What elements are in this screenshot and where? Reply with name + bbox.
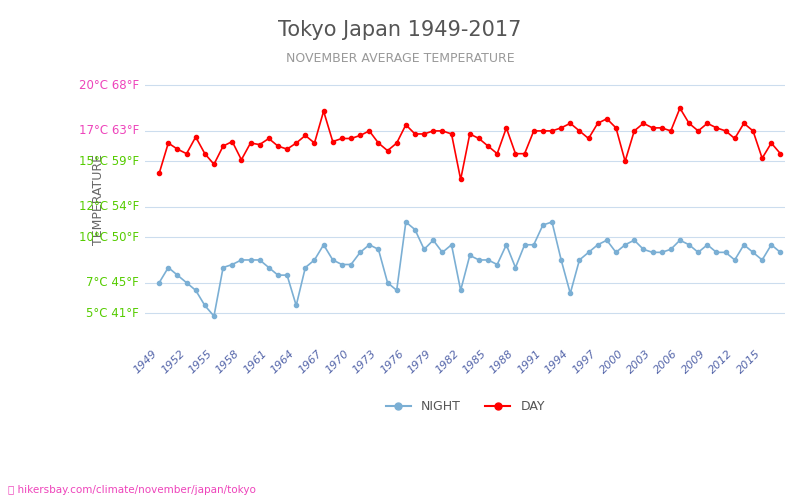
Text: ⛰ hikersbay.com/climate/november/japan/tokyo: ⛰ hikersbay.com/climate/november/japan/t…	[8, 485, 256, 495]
Text: 7°C 45°F: 7°C 45°F	[86, 276, 139, 289]
Text: 12°C 54°F: 12°C 54°F	[79, 200, 139, 213]
Text: 17°C 63°F: 17°C 63°F	[79, 124, 139, 138]
Text: 15°C 59°F: 15°C 59°F	[79, 155, 139, 168]
Text: 5°C 41°F: 5°C 41°F	[86, 306, 139, 320]
Y-axis label: TEMPERATURE: TEMPERATURE	[93, 154, 106, 244]
Legend: NIGHT, DAY: NIGHT, DAY	[381, 395, 550, 418]
Text: Tokyo Japan 1949-2017: Tokyo Japan 1949-2017	[278, 20, 522, 40]
Text: NOVEMBER AVERAGE TEMPERATURE: NOVEMBER AVERAGE TEMPERATURE	[286, 52, 514, 66]
Text: 20°C 68°F: 20°C 68°F	[79, 79, 139, 92]
Text: 10°C 50°F: 10°C 50°F	[79, 230, 139, 243]
